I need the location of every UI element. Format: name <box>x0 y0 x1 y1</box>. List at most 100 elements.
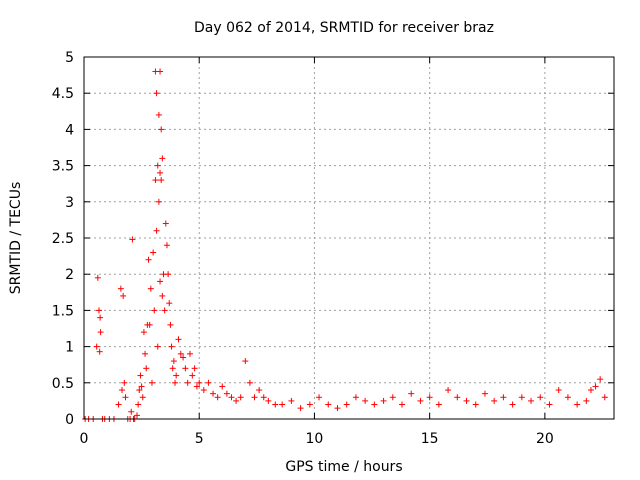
data-point <box>165 271 172 278</box>
data-point <box>187 350 193 357</box>
data-point <box>279 401 286 408</box>
data-point <box>380 397 387 404</box>
y-tick-label: 3 <box>65 195 74 211</box>
data-point <box>154 343 161 350</box>
data-point <box>173 372 180 379</box>
data-point <box>170 358 177 365</box>
y-tick-label: 2.5 <box>52 231 74 247</box>
data-point <box>157 278 164 285</box>
x-tick-label: 15 <box>421 431 439 447</box>
data-point <box>155 111 162 118</box>
data-point <box>200 387 207 394</box>
data-point <box>167 321 174 328</box>
data-point <box>426 394 433 401</box>
data-point <box>306 401 313 408</box>
data-point <box>153 90 160 97</box>
y-axis-label: SRMTID / TECUs <box>8 182 24 295</box>
data-point <box>139 394 146 401</box>
data-point <box>251 394 258 401</box>
data-point <box>587 387 594 394</box>
y-tick-label: 2 <box>65 267 74 283</box>
data-point <box>169 365 176 372</box>
data-point <box>134 412 140 419</box>
data-point <box>128 408 135 415</box>
data-point <box>564 394 571 401</box>
x-tick-label: 0 <box>80 431 89 447</box>
data-point <box>233 397 240 404</box>
data-point <box>120 292 127 299</box>
data-point <box>445 387 452 394</box>
data-point <box>583 397 590 404</box>
data-point <box>297 405 304 412</box>
data-point <box>408 390 415 397</box>
data-point <box>256 387 263 394</box>
data-point <box>184 379 191 386</box>
data-point <box>193 383 200 390</box>
data-point <box>157 169 164 176</box>
data-point <box>491 397 498 404</box>
data-point <box>140 329 147 336</box>
y-tick-label: 5 <box>65 50 74 66</box>
data-point <box>189 372 196 379</box>
data-point <box>137 372 144 379</box>
chart-title: Day 062 of 2014, SRMTID for receiver bra… <box>194 20 494 36</box>
data-point <box>122 394 129 401</box>
data-point <box>121 379 128 386</box>
data-point <box>362 397 369 404</box>
data-point <box>417 397 424 404</box>
data-point <box>154 162 161 169</box>
data-point <box>148 379 155 386</box>
data-point <box>153 227 160 234</box>
data-point <box>272 401 279 408</box>
data-point <box>151 307 158 314</box>
data-points <box>82 68 608 422</box>
data-point <box>223 390 230 397</box>
data-point <box>115 401 122 408</box>
data-point <box>210 390 217 397</box>
data-point <box>158 126 165 133</box>
data-point <box>95 307 102 314</box>
data-point <box>316 394 323 401</box>
data-point <box>334 405 341 412</box>
x-axis-label: GPS time / hours <box>285 459 402 475</box>
data-point <box>555 387 562 394</box>
data-point <box>155 198 162 205</box>
data-point <box>117 285 124 292</box>
data-point <box>142 350 149 357</box>
y-tick-label: 1.5 <box>52 303 74 319</box>
data-point <box>172 379 179 386</box>
data-point <box>191 365 198 372</box>
data-point <box>237 394 244 401</box>
data-point <box>143 365 150 372</box>
data-point <box>94 274 101 281</box>
plot-frame <box>83 56 615 420</box>
data-point <box>97 329 104 336</box>
data-point <box>601 394 608 401</box>
data-point <box>325 401 332 408</box>
data-point <box>546 401 553 408</box>
data-point <box>196 379 203 386</box>
data-point <box>463 397 470 404</box>
data-point <box>219 383 226 390</box>
data-point <box>597 376 604 383</box>
data-point <box>166 300 173 307</box>
data-point <box>146 321 153 328</box>
data-point <box>214 394 221 401</box>
data-point <box>180 354 187 361</box>
data-point <box>435 401 442 408</box>
data-point <box>163 242 170 249</box>
data-point <box>168 343 175 350</box>
grid <box>84 57 614 419</box>
data-point <box>138 383 145 390</box>
data-point <box>97 314 104 321</box>
data-point <box>371 401 378 408</box>
axis-ticks: 0 5 10 15 20 0 0.5 1 1.5 2 2.5 3 3.5 4 4.5 5 <box>52 50 614 447</box>
data-point <box>150 249 157 256</box>
data-point <box>147 285 154 292</box>
data-point <box>260 394 267 401</box>
x-tick-label: 5 <box>195 431 204 447</box>
y-tick-label: 1 <box>65 340 74 356</box>
data-point <box>592 383 599 390</box>
data-point <box>182 365 189 372</box>
